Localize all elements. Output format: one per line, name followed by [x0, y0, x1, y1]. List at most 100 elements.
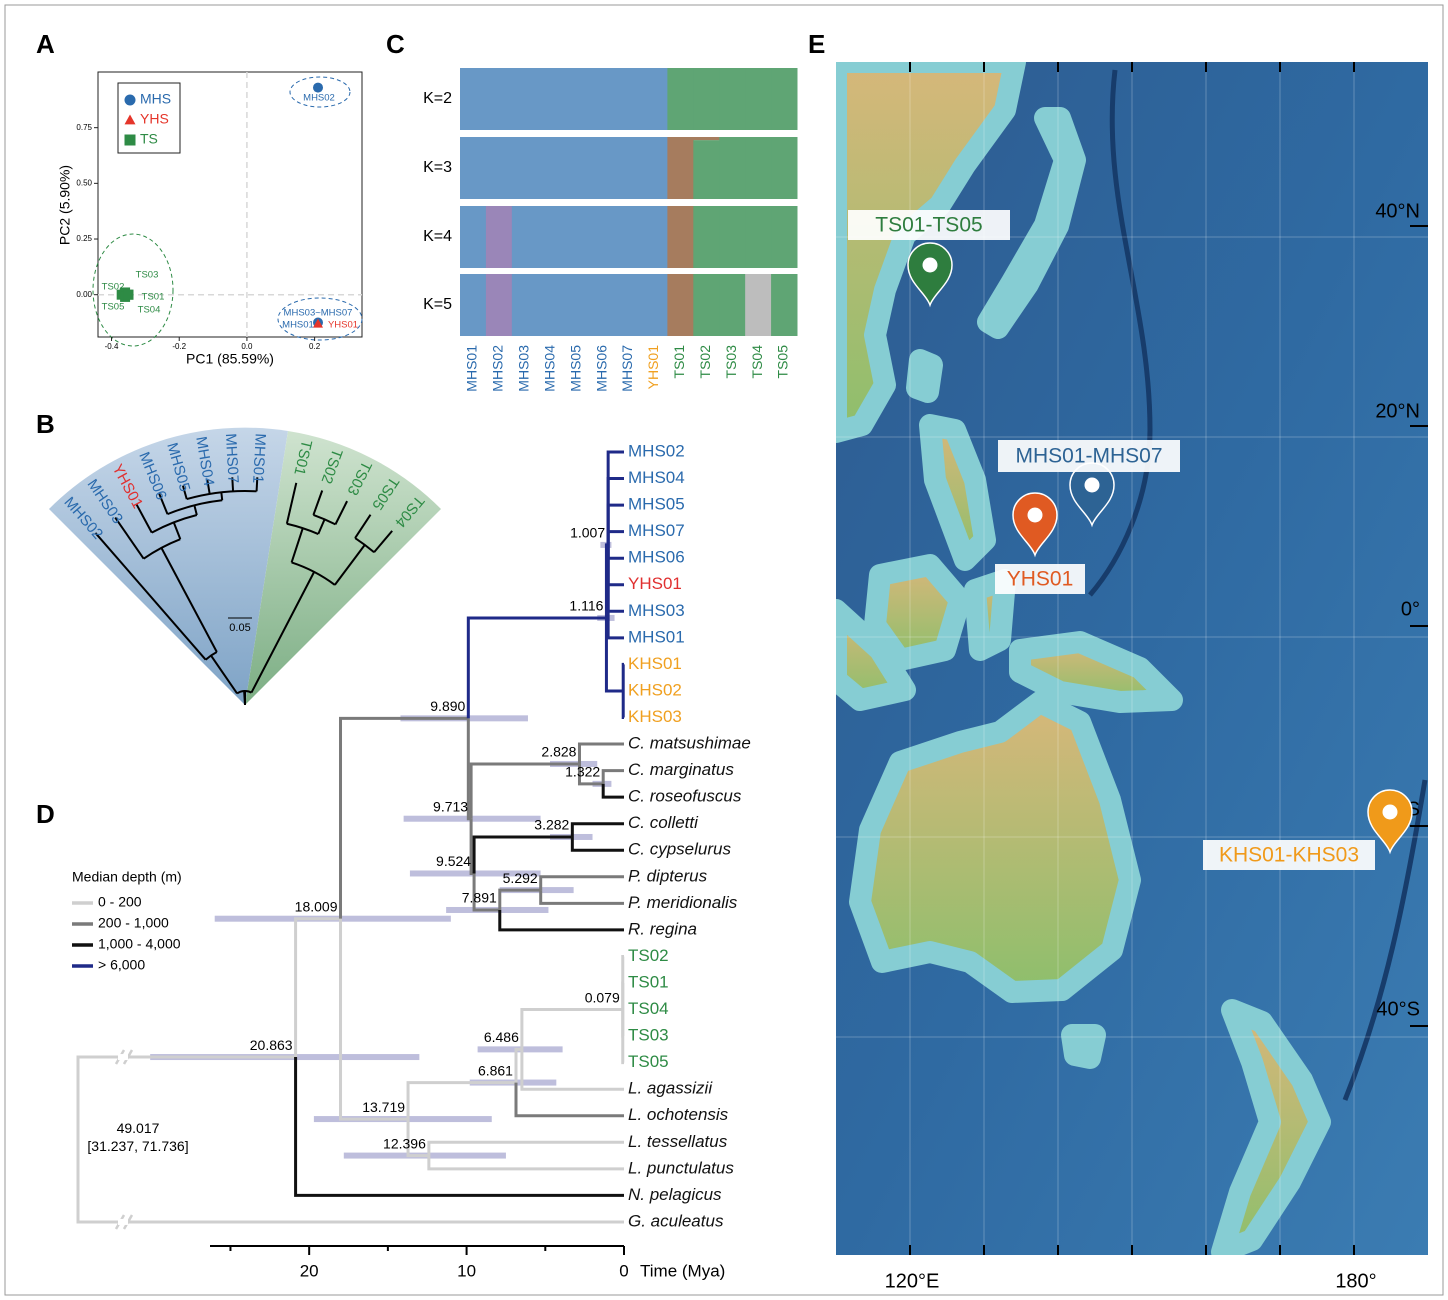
lat-label: 40°N [1375, 200, 1420, 222]
ancestry-segment [719, 68, 745, 130]
row-label: K=3 [423, 159, 452, 176]
ancestry-segment [616, 137, 642, 199]
lat-label: 20°N [1375, 400, 1420, 422]
map [836, 62, 1428, 1255]
ancestry-segment [745, 206, 771, 268]
y-tick-label: 0.75 [76, 123, 92, 132]
node-age: 1.007 [570, 525, 605, 541]
x-axis-title: Time (Mya) [640, 1261, 725, 1280]
ancestry-segment [564, 206, 590, 268]
map-pin-dot [923, 258, 938, 273]
ancestry-segment [719, 206, 745, 268]
ancestry-segment [460, 68, 486, 130]
x-tick-label: 20 [300, 1261, 319, 1280]
ancestry-segment [641, 206, 667, 268]
ancestry-segment [667, 68, 693, 130]
ancestry-segment [667, 274, 693, 336]
axis-break-gap [118, 1219, 128, 1225]
panel-label: E [808, 29, 825, 59]
legend-label: YHS [140, 111, 169, 127]
lat-label: 0° [1401, 598, 1420, 620]
point [123, 290, 133, 300]
tip-label: MHS01 [628, 627, 685, 646]
x-axis-title: PC1 (85.59%) [186, 351, 274, 367]
ancestry-segment [590, 206, 616, 268]
figure: A B C D E 40°N 20°N 0° 20°S 40°S 120°E 1… [0, 0, 1448, 1300]
branch [623, 664, 624, 691]
branch [296, 1057, 624, 1195]
ancestry-segment [460, 137, 486, 199]
map-label: TS01-TS05 [875, 214, 982, 237]
ancestry-segment [538, 274, 564, 336]
category-label: TS04 [749, 345, 765, 379]
category-label: MHS04 [541, 345, 557, 392]
branch [608, 505, 624, 545]
ancestry-segment [641, 274, 667, 336]
ancestry-segment [590, 274, 616, 336]
tip-label: N. pelagicus [628, 1185, 722, 1204]
tip-label: P. meridionalis [628, 893, 738, 912]
branch [468, 618, 606, 718]
node-age: 6.861 [478, 1062, 513, 1078]
ancestry-segment [460, 274, 486, 336]
ancestry-segment [693, 68, 719, 130]
category-label: MHS02 [490, 345, 506, 392]
axis-break-gap [118, 1054, 128, 1060]
point-label: TS03 [136, 270, 159, 281]
row-label: K=2 [423, 90, 452, 107]
y-tick-label: 0.50 [76, 178, 92, 187]
point [313, 83, 323, 93]
ancestry-segment [486, 137, 512, 199]
lon-label: 120°E [885, 1270, 940, 1292]
ancestry-segment [771, 206, 797, 268]
node-age: 1.322 [565, 764, 600, 780]
ancestry-segment [693, 274, 719, 336]
ancestry-segment [538, 68, 564, 130]
panel-label: C [386, 29, 405, 59]
x-tick-label: -0.4 [105, 342, 119, 351]
ancestry-segment [512, 137, 538, 199]
ancestry-segment [590, 68, 616, 130]
legend-label: 1,000 - 4,000 [98, 936, 181, 952]
x-tick-label: -0.2 [172, 342, 186, 351]
tip-label: KHS02 [628, 680, 682, 699]
category-label: TS05 [775, 345, 791, 379]
legend-label: MHS [140, 91, 171, 107]
node-interval: [31.237, 71.736] [87, 1138, 188, 1154]
x-tick-label: 10 [457, 1261, 476, 1280]
ancestry-segment [667, 206, 693, 268]
tip-label: C. marginatus [628, 760, 734, 779]
category-label: MHS06 [593, 345, 609, 392]
point-label: YHS01 [328, 320, 358, 331]
map-label: YHS01 [1007, 568, 1074, 591]
branch [474, 837, 572, 874]
point-label: TS02 [102, 282, 125, 293]
category-label: TS01 [671, 345, 687, 379]
row-label: K=4 [423, 228, 452, 245]
branch [516, 1083, 624, 1116]
ancestry-segment [745, 137, 771, 199]
tip-label: L. tessellatus [628, 1132, 728, 1151]
tip-label: L. punctulatus [628, 1158, 734, 1177]
category-label: YHS01 [645, 345, 661, 390]
lon-label: 180° [1335, 1270, 1376, 1292]
tip-label: MHS01 [249, 433, 269, 484]
node-age: 3.282 [534, 817, 569, 833]
ancestry-segment [512, 206, 538, 268]
tip-label: MHS04 [628, 468, 685, 487]
tip-label: TS02 [628, 946, 669, 965]
tip-label: TS04 [628, 999, 669, 1018]
tip-label: MHS07 [222, 433, 242, 484]
tip-label: C. matsushimae [628, 734, 751, 753]
category-label: TS03 [723, 345, 739, 379]
legend-marker [125, 95, 136, 106]
ancestry-segment [564, 274, 590, 336]
branch [608, 545, 624, 585]
point-label: MHS02 [303, 93, 335, 104]
ancestry-segment [745, 274, 771, 336]
node-age: 9.890 [430, 698, 465, 714]
map-pin-dot [1085, 478, 1100, 493]
ancestry-segment [616, 274, 642, 336]
branch [244, 691, 245, 705]
branch [623, 691, 624, 718]
